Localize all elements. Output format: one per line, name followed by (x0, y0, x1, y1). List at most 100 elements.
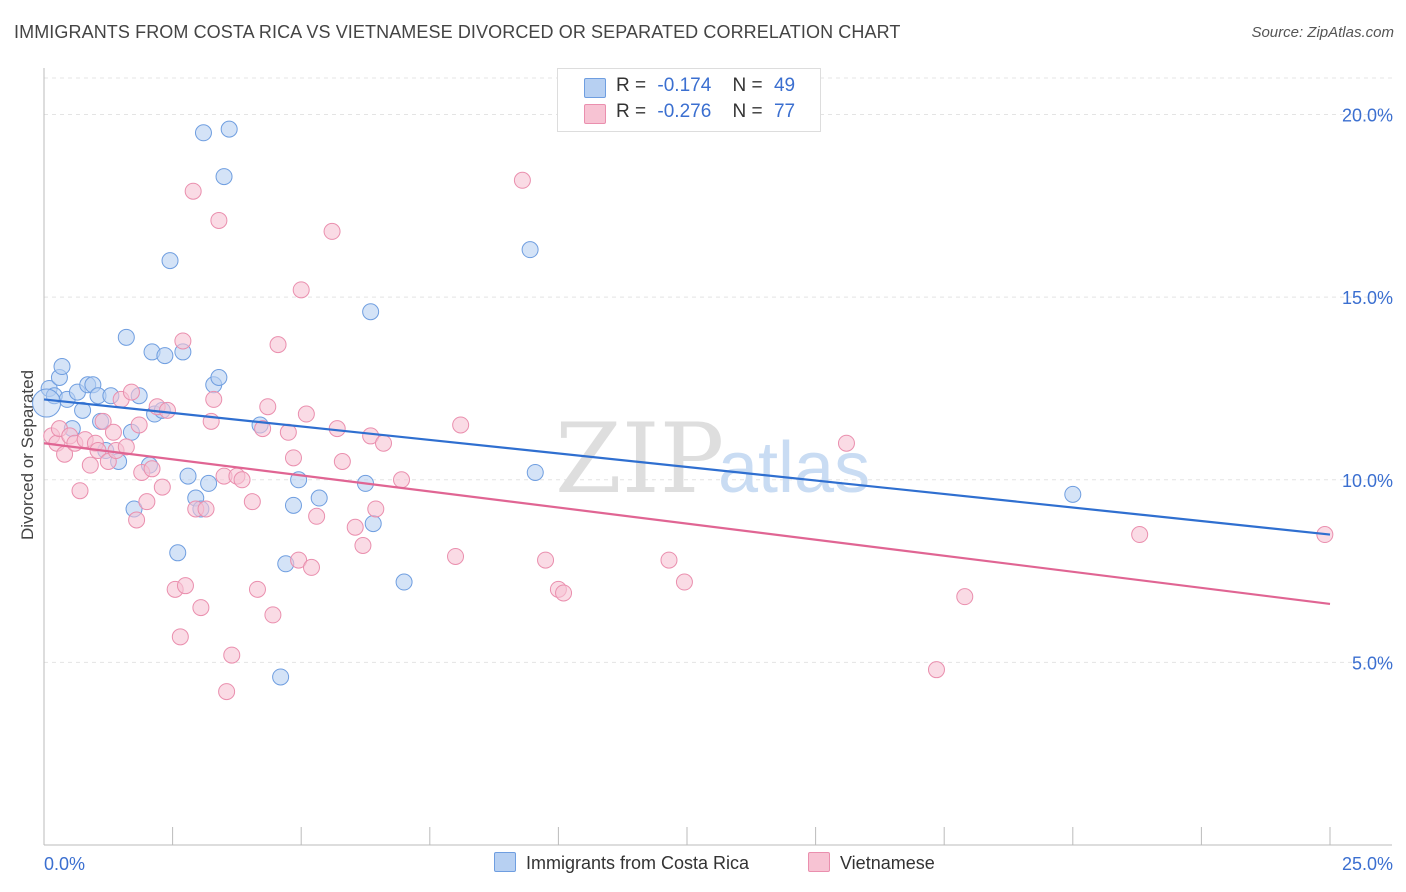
data-point-vietnamese (138, 493, 156, 511)
data-point-costa-rica (362, 303, 380, 321)
source-label: Source: ZipAtlas.com (1251, 24, 1394, 41)
data-point-vietnamese (323, 222, 341, 240)
bottom-legend-swatch-vietnamese (808, 852, 830, 872)
gridlines (44, 77, 1392, 663)
legend-n-label: N = (732, 75, 763, 96)
data-point-costa-rica (194, 124, 212, 142)
data-point-vietnamese (71, 482, 89, 500)
data-point-vietnamese (259, 398, 277, 416)
legend-n-value: 77 (773, 101, 796, 122)
data-point-vietnamese (269, 336, 287, 354)
data-point-vietnamese (290, 551, 308, 569)
data-point-vietnamese (375, 434, 393, 452)
data-point-costa-rica (215, 168, 233, 186)
chart-title: IMMIGRANTS FROM COSTA RICA VS VIETNAMESE… (14, 22, 901, 42)
trend-line-costa-rica (43, 398, 1331, 536)
correlation-legend: R = -0.174 N = 49 R = -0.276 N = 77 (557, 68, 821, 132)
data-point-costa-rica (1064, 485, 1082, 503)
series-costa-rica-points (32, 120, 1082, 686)
axes (43, 68, 1392, 846)
data-point-vietnamese (308, 507, 326, 525)
data-point-vietnamese (153, 478, 171, 496)
y-tick-label: 10.0% (1342, 471, 1393, 491)
data-point-vietnamese (81, 456, 99, 474)
data-point-costa-rica (210, 368, 228, 386)
data-point-costa-rica (272, 668, 290, 686)
legend-r-value: -0.174 (657, 75, 712, 96)
data-point-vietnamese (354, 537, 372, 555)
data-point-vietnamese (362, 427, 380, 445)
data-point-vietnamese (184, 182, 202, 200)
data-point-costa-rica (284, 496, 302, 514)
y-tick-label: 5.0% (1352, 653, 1393, 673)
bottom-legend-vietnamese: Vietnamese (808, 852, 935, 874)
data-point-vietnamese (143, 460, 161, 478)
data-point-costa-rica (310, 489, 328, 507)
data-point-vietnamese (223, 646, 241, 664)
data-point-vietnamese (197, 500, 215, 518)
data-point-costa-rica (161, 252, 179, 270)
data-point-vietnamese (130, 416, 148, 434)
legend-r-label: R = (616, 75, 647, 96)
data-point-costa-rica (169, 544, 187, 562)
data-point-vietnamese (243, 493, 261, 511)
data-point-costa-rica (117, 328, 135, 346)
data-point-vietnamese (333, 453, 351, 470)
y-tick-label: 15.0% (1342, 288, 1393, 308)
bottom-legend-label-vietnamese: Vietnamese (840, 853, 935, 873)
tick-labels: 5.0% 10.0% 15.0% 20.0% 0.0% 25.0% (44, 106, 1393, 874)
data-point-vietnamese (171, 628, 189, 646)
data-point-vietnamese (292, 281, 310, 299)
data-point-vietnamese (218, 683, 236, 701)
data-point-costa-rica (220, 120, 238, 138)
legend-r-label: R = (616, 101, 647, 122)
data-point-vietnamese (210, 211, 228, 229)
data-point-vietnamese (284, 449, 302, 467)
trend-line-vietnamese (43, 442, 1331, 606)
x-tick-label: 0.0% (44, 854, 85, 874)
legend-r-value: -0.276 (657, 101, 712, 122)
data-point-vietnamese (537, 551, 555, 569)
data-point-vietnamese (927, 661, 945, 679)
data-point-vietnamese (128, 511, 146, 529)
data-point-vietnamese (94, 412, 112, 430)
data-point-vietnamese (837, 434, 855, 452)
bottom-legend-label-costa-rica: Immigrants from Costa Rica (526, 853, 750, 873)
data-point-costa-rica (395, 573, 413, 591)
data-point-vietnamese (297, 405, 315, 423)
trend-lines (43, 398, 1331, 606)
data-point-vietnamese (104, 423, 122, 441)
data-point-costa-rica (364, 515, 382, 533)
data-point-vietnamese (205, 390, 223, 408)
data-point-vietnamese (117, 438, 135, 456)
data-point-costa-rica (526, 463, 544, 481)
data-point-vietnamese (122, 383, 140, 401)
data-point-vietnamese (1131, 526, 1149, 544)
data-point-vietnamese (513, 171, 531, 189)
data-point-vietnamese (192, 599, 210, 617)
y-tick-label: 20.0% (1342, 106, 1393, 126)
data-point-vietnamese (367, 500, 385, 518)
legend-n-label: N = (732, 101, 763, 122)
data-point-costa-rica (521, 241, 539, 259)
watermark-zip: ZIP (555, 403, 724, 515)
legend-n-value: 49 (773, 75, 796, 96)
data-point-vietnamese (346, 518, 364, 536)
data-point-vietnamese (248, 580, 266, 598)
data-point-vietnamese (158, 401, 176, 419)
data-point-vietnamese (452, 416, 470, 434)
data-point-vietnamese (302, 558, 320, 576)
bottom-legend-costa-rica: Immigrants from Costa Rica (494, 852, 749, 874)
legend-swatch-vietnamese (584, 104, 606, 124)
x-tick-label: 25.0% (1342, 854, 1393, 874)
data-point-vietnamese (447, 547, 465, 565)
data-point-vietnamese (233, 471, 251, 489)
data-point-vietnamese (675, 573, 693, 591)
data-point-costa-rica (53, 358, 71, 376)
legend-swatch-costa-rica (584, 78, 606, 98)
data-point-vietnamese (393, 471, 411, 489)
data-point-vietnamese (956, 588, 974, 606)
data-point-costa-rica (179, 467, 197, 485)
bottom-legend-swatch-costa-rica (494, 852, 516, 872)
